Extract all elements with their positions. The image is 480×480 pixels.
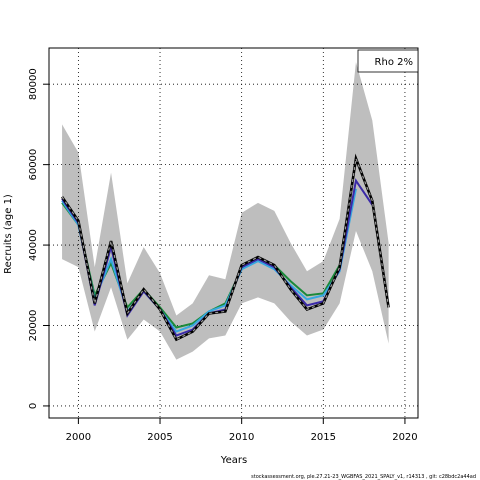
y-tick-label: 60000 [28, 149, 39, 181]
plot-frame [48, 47, 419, 419]
y-tick-label: 80000 [28, 68, 39, 100]
y-tick-label: 0 [28, 403, 39, 409]
x-tick-label: 2020 [392, 432, 417, 443]
y-tick-label: 40000 [28, 229, 39, 261]
y-tick-label: 20000 [28, 310, 39, 342]
x-tick-label: 2010 [229, 432, 254, 443]
series-dash-baseline [61, 156, 390, 341]
x-tick-label: 2015 [311, 432, 336, 443]
y-axis-title: Recruits (age 1) [3, 194, 14, 274]
x-tick-label: 2005 [147, 432, 172, 443]
series-line-retro2 [61, 188, 357, 333]
legend-text: Rho 2% [375, 57, 413, 68]
legend-box [357, 49, 419, 73]
legend: Rho 2% [357, 49, 419, 73]
footer-text: stockassessment.org, ple.27.21-23_WGBFAS… [251, 474, 476, 480]
x-axis-title: Years [220, 455, 247, 466]
axes: 2000 2005 2010 2015 2020 0 20000 40000 60000 8000… [28, 47, 419, 443]
x-tick-label: 2000 [66, 432, 91, 443]
confidence-band [62, 62, 389, 360]
plot-area [49, 48, 418, 418]
